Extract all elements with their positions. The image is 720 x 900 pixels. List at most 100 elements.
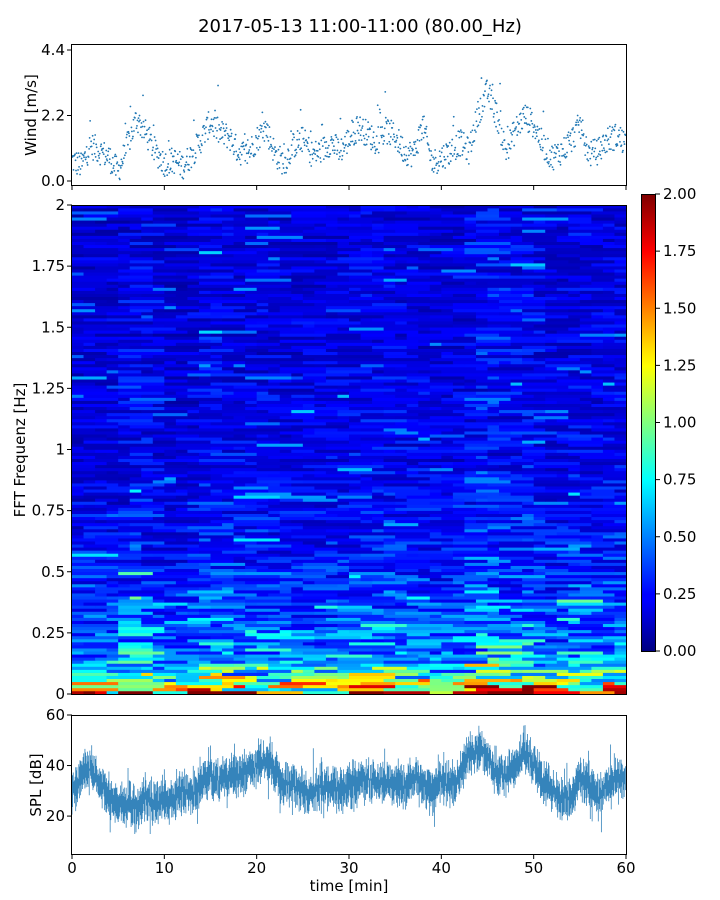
spectrogram-cell: [499, 455, 511, 459]
spectrogram-cell: [95, 382, 119, 386]
spectrogram-cell: [83, 440, 119, 444]
spectrogram-cell: [325, 260, 373, 264]
wind-point: [453, 149, 456, 152]
spectrogram-cell: [591, 400, 604, 404]
spectrogram-cell: [487, 470, 511, 475]
wind-point: [552, 146, 554, 149]
spectrogram-cell: [602, 449, 615, 453]
wind-point: [299, 148, 302, 151]
spl-x-label: time [min]: [310, 877, 389, 895]
spectrogram-cell: [579, 223, 604, 227]
spectrogram-cell: [579, 336, 615, 340]
spectrogram-cell: [245, 629, 257, 634]
spectrogram-cell: [175, 449, 188, 453]
spectrogram-cell: [337, 315, 384, 319]
wind-point: [324, 147, 327, 149]
spectrogram-cell: [406, 266, 419, 270]
spectrogram-cell: [129, 330, 142, 334]
spectrogram-cell: [222, 550, 257, 554]
spectrogram-cell: [279, 305, 327, 310]
spectrogram-cell: [291, 376, 304, 380]
wind-point: [106, 159, 109, 162]
wind-point: [516, 121, 519, 124]
spectrogram-cell: [406, 308, 419, 313]
spectrogram-cell: [279, 229, 304, 233]
wind-point: [326, 147, 329, 149]
wind-point: [592, 155, 595, 158]
wind-point: [402, 160, 405, 162]
spectrogram-cell: [372, 648, 407, 652]
spectrogram-cell: [568, 477, 604, 481]
spectrogram-cell: [210, 605, 246, 609]
wind-point: [547, 137, 549, 140]
spectrogram-cell: [95, 333, 142, 337]
spectrogram-cell: [522, 473, 558, 478]
spectrogram-cell: [152, 250, 177, 255]
spectrogram-cell: [83, 354, 119, 359]
spectrogram-cell: [349, 470, 396, 475]
spectrogram-cell: [452, 382, 465, 386]
spectrogram-cell: [291, 412, 338, 417]
wind-point: [250, 152, 253, 155]
spectrogram-cell: [175, 611, 188, 615]
wind-point: [620, 144, 623, 147]
spectrogram-cell: [406, 409, 454, 414]
spectrogram-cell: [175, 250, 200, 255]
spectrogram-cell: [452, 690, 488, 695]
wind-point: [298, 138, 301, 141]
spectrogram-cell: [141, 666, 154, 670]
spectrogram-cell: [83, 330, 131, 334]
spectrogram-cell: [418, 223, 465, 227]
spectrogram-cell: [441, 351, 454, 356]
spectrogram-cell: [383, 638, 408, 643]
spectrogram-cell: [314, 428, 338, 432]
spectrogram-cell: [314, 290, 327, 294]
spectrogram-cell: [72, 428, 96, 432]
wind-point: [393, 135, 396, 138]
spectrogram-cell: [152, 553, 177, 557]
wind-point: [157, 166, 160, 169]
spectrogram-cell: [522, 657, 558, 661]
spectrogram-cell: [187, 208, 211, 212]
spectrogram-cell: [522, 418, 546, 423]
spectrogram-cell: [602, 608, 627, 612]
wind-point: [396, 136, 399, 139]
spectrogram-cell: [233, 415, 246, 420]
spectrogram-cell: [187, 687, 211, 692]
spectrogram-cell: [510, 470, 558, 475]
wind-point: [582, 134, 585, 137]
wind-point: [153, 158, 155, 161]
spectrogram-cell: [72, 458, 84, 463]
wind-point: [546, 161, 549, 164]
spectrogram-cell: [522, 626, 534, 631]
spectrogram-cell: [487, 373, 523, 377]
spectrogram-cell: [291, 562, 304, 566]
spectrogram-cell: [256, 635, 281, 640]
spectrogram-cell: [487, 253, 523, 258]
spectrogram-cell: [395, 532, 431, 536]
wind-panel: 0.02.24.4 Wind [m/s]: [22, 41, 627, 190]
spectrogram-cell: [522, 208, 558, 212]
spectrogram-cell: [279, 608, 327, 612]
spectrogram-cell: [452, 226, 465, 230]
spectrogram-cell: [210, 305, 246, 310]
wind-point: [264, 120, 267, 123]
spectrogram-cell: [533, 351, 581, 356]
spectrogram-cell: [464, 220, 477, 224]
spectrogram-cell: [337, 345, 373, 349]
spectrogram-cell: [406, 428, 454, 432]
wind-point: [160, 164, 163, 166]
spectrogram-cell: [83, 690, 96, 695]
wind-point: [399, 135, 402, 138]
spectrogram-cell: [510, 473, 523, 478]
wind-point: [520, 118, 523, 121]
spectrogram-cell: [118, 238, 131, 242]
spectrogram-cell: [198, 663, 234, 667]
spectrogram-cell: [106, 311, 142, 316]
colorbar-tick-label: 1.00: [663, 414, 696, 432]
spectrogram-cell: [72, 538, 119, 542]
spectrogram-cell: [372, 376, 407, 380]
spectrogram-cell: [233, 428, 257, 432]
wind-point: [587, 159, 590, 162]
spectrogram-cell: [591, 415, 627, 420]
